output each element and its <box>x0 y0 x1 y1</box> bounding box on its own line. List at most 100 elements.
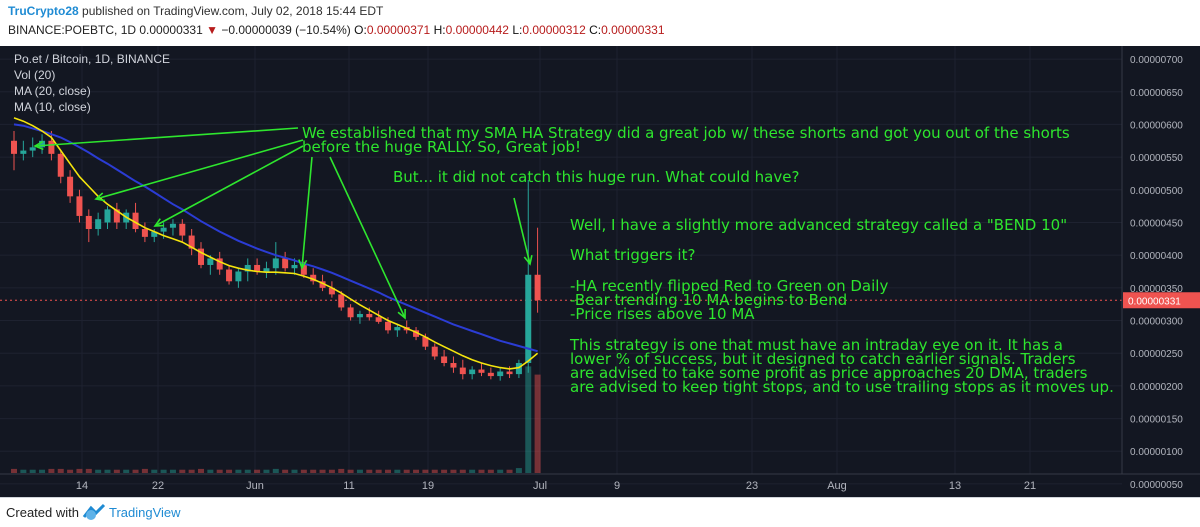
author-link[interactable]: TruCrypto28 <box>8 4 79 18</box>
volume-bar <box>272 468 279 473</box>
price-tick-label: 0.00000550 <box>1130 153 1183 164</box>
publish-info: TruCrypto28 published on TradingView.com… <box>8 4 383 18</box>
time-tick-label: Aug <box>827 480 847 492</box>
volume-bar <box>356 469 363 473</box>
candle-body <box>319 281 326 288</box>
candle-body <box>441 356 448 364</box>
candle-body <box>254 264 261 272</box>
symbol-label: BINANCE:POEBTC, 1D <box>8 23 137 37</box>
candle-body <box>282 258 289 269</box>
volume-bar <box>385 469 391 473</box>
candle-body <box>226 269 233 282</box>
volume-bar <box>104 469 111 473</box>
candle-body <box>104 209 111 223</box>
volume-bar <box>515 468 522 473</box>
volume-bar <box>469 469 476 473</box>
candle-body <box>478 369 485 373</box>
candle-body <box>39 140 46 148</box>
candle-body <box>431 346 438 357</box>
volume-bar <box>366 469 373 473</box>
volume-bar <box>347 469 354 473</box>
close-label: C: <box>589 23 602 37</box>
candle-body <box>347 307 354 318</box>
volume-bar <box>319 469 326 473</box>
candle-body <box>11 140 17 154</box>
candle-body <box>497 371 504 377</box>
current-price-badge <box>1123 292 1200 309</box>
annotation-question: But... it did not catch this huge run. W… <box>393 168 800 186</box>
candle-body <box>394 327 401 331</box>
volume-bar <box>39 469 46 473</box>
candle-body <box>29 147 36 151</box>
volume-bar <box>160 469 167 473</box>
price-tick-label: 0.00000600 <box>1130 120 1183 131</box>
volume-bar <box>450 469 457 473</box>
annotation-arrowhead <box>153 218 165 227</box>
down-arrow-icon: ▼ <box>206 23 219 37</box>
annotation-arrow <box>154 145 304 227</box>
candlestick-chart[interactable]: 0.00000700 0.00000650 0.00000600 0.00000550… <box>0 46 1200 497</box>
price-axis-bg[interactable] <box>1122 46 1200 497</box>
volume-bar <box>254 469 261 473</box>
chart-area[interactable]: 0.00000700 0.00000650 0.00000600 0.00000550… <box>0 46 1200 497</box>
volume-bar <box>132 469 139 473</box>
volume-bar <box>188 469 195 473</box>
candle-body <box>160 227 167 232</box>
close-value: 0.00000331 <box>601 23 665 37</box>
candle-body <box>85 215 92 230</box>
volume-bar <box>235 469 242 473</box>
candle-body <box>244 264 251 272</box>
price-tick-label: 0.00000050 <box>1130 480 1183 491</box>
volume-bar <box>179 469 186 473</box>
volume-bar <box>85 468 92 473</box>
annotation-arrow <box>329 156 406 319</box>
annotation-line: This strategy is one that must have an i… <box>570 336 1063 354</box>
candle-body <box>113 209 120 223</box>
volume-bar <box>422 469 429 473</box>
annotation-line: are advised to keep tight stops, and to … <box>570 378 1114 396</box>
candle-body <box>57 153 64 177</box>
annotation-sma-strategy: We established that my SMA HA Strategy d… <box>302 126 1070 155</box>
volume-indicator-label[interactable]: Vol (20) <box>14 68 56 82</box>
candle-body <box>300 264 307 275</box>
ma10-line <box>13 117 539 370</box>
price-tick-label: 0.00000700 <box>1130 55 1183 66</box>
candle-body <box>76 196 83 216</box>
candle-body <box>375 317 382 322</box>
volume-bar <box>226 469 233 473</box>
time-tick-label: Jun <box>246 480 264 492</box>
ma20-indicator-label[interactable]: MA (20, close) <box>14 84 91 98</box>
annotation-arrow <box>513 197 531 265</box>
footer: Created with TradingView <box>0 497 1200 527</box>
candle-body <box>291 264 298 269</box>
high-value: 0.00000442 <box>445 23 509 37</box>
annotation-arrowhead <box>397 308 406 320</box>
volume-bar <box>76 468 83 473</box>
candle-body <box>459 367 466 375</box>
volume-bar <box>95 469 102 473</box>
price-tick-label: 0.00000350 <box>1130 284 1183 295</box>
chart-legend: Po.et / Bitcoin, 1D, BINANCE Vol (20) MA… <box>14 51 170 115</box>
annotation-arrow <box>95 139 304 200</box>
price-tick-label: 0.00000300 <box>1130 317 1183 328</box>
ma10-indicator-label[interactable]: MA (10, close) <box>14 100 91 114</box>
annotation-line: lower % of success, but it designed to c… <box>570 350 1076 368</box>
time-tick-label: 22 <box>152 480 164 492</box>
candle-body <box>235 271 242 282</box>
volume-bar <box>29 469 36 473</box>
annotation-arrowhead <box>94 192 106 202</box>
annotation-bend10: Well, I have a slightly more advanced st… <box>570 216 1068 234</box>
tradingview-logo-icon[interactable] <box>82 503 106 526</box>
volume-bar <box>394 469 401 473</box>
volume-bar <box>244 469 251 473</box>
price-tick-label: 0.00000100 <box>1130 447 1183 458</box>
candle-body <box>20 150 27 154</box>
volume-bar <box>207 469 214 473</box>
candle-body <box>310 274 317 282</box>
candle-body <box>132 212 139 230</box>
candle-body <box>95 219 102 230</box>
tradingview-link[interactable]: TradingView <box>109 505 181 520</box>
low-value: 0.00000312 <box>522 23 586 37</box>
price-change: −0.00000039 (−10.54%) <box>221 23 351 37</box>
candle-body <box>67 176 74 197</box>
